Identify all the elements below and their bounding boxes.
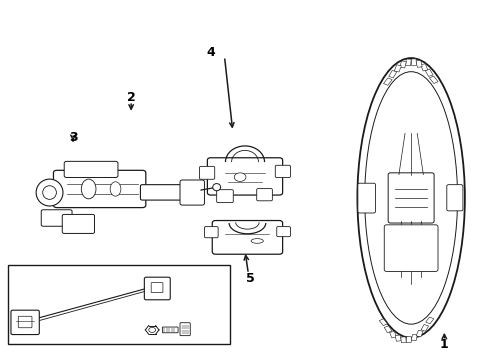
Bar	[401, 337, 406, 343]
FancyBboxPatch shape	[217, 190, 233, 203]
Bar	[394, 65, 401, 72]
FancyBboxPatch shape	[62, 215, 95, 233]
Bar	[420, 64, 428, 71]
Text: 1: 1	[440, 338, 449, 351]
FancyBboxPatch shape	[388, 173, 434, 223]
FancyBboxPatch shape	[11, 310, 39, 334]
Bar	[389, 71, 397, 78]
Bar	[8, 265, 230, 344]
Ellipse shape	[43, 186, 56, 199]
FancyBboxPatch shape	[199, 166, 215, 179]
Bar	[421, 324, 429, 331]
Bar	[411, 334, 417, 341]
FancyBboxPatch shape	[145, 277, 170, 300]
FancyBboxPatch shape	[162, 327, 178, 333]
Circle shape	[149, 327, 156, 332]
Bar	[429, 76, 438, 84]
FancyBboxPatch shape	[204, 226, 218, 238]
Bar	[384, 78, 392, 85]
Bar	[416, 330, 423, 337]
FancyBboxPatch shape	[358, 183, 375, 213]
Bar	[395, 335, 401, 341]
Text: 5: 5	[245, 272, 254, 285]
Ellipse shape	[251, 239, 263, 243]
Ellipse shape	[213, 184, 220, 191]
FancyBboxPatch shape	[180, 323, 190, 336]
Bar	[379, 319, 388, 325]
Ellipse shape	[36, 179, 63, 206]
Text: 2: 2	[127, 91, 136, 104]
FancyBboxPatch shape	[141, 185, 188, 200]
FancyBboxPatch shape	[18, 316, 32, 328]
Ellipse shape	[365, 72, 458, 324]
Bar	[400, 61, 406, 68]
Ellipse shape	[357, 58, 465, 338]
Bar	[416, 60, 422, 67]
Circle shape	[234, 173, 246, 181]
Ellipse shape	[81, 179, 96, 199]
FancyBboxPatch shape	[180, 180, 204, 205]
Bar	[426, 317, 434, 324]
Bar	[390, 331, 396, 338]
Text: 4: 4	[206, 46, 215, 59]
Ellipse shape	[110, 182, 121, 196]
Bar	[384, 326, 392, 333]
FancyBboxPatch shape	[277, 226, 291, 237]
Bar	[425, 69, 433, 76]
FancyBboxPatch shape	[275, 165, 291, 177]
FancyBboxPatch shape	[212, 221, 283, 254]
FancyBboxPatch shape	[151, 283, 163, 293]
FancyBboxPatch shape	[447, 185, 463, 211]
Text: 3: 3	[69, 131, 77, 144]
FancyBboxPatch shape	[64, 161, 118, 177]
FancyBboxPatch shape	[384, 225, 438, 271]
Bar	[406, 337, 412, 343]
FancyBboxPatch shape	[257, 189, 272, 201]
FancyBboxPatch shape	[53, 170, 146, 208]
Bar	[406, 59, 411, 66]
FancyBboxPatch shape	[207, 158, 283, 195]
Bar	[411, 59, 416, 66]
FancyBboxPatch shape	[41, 210, 72, 226]
